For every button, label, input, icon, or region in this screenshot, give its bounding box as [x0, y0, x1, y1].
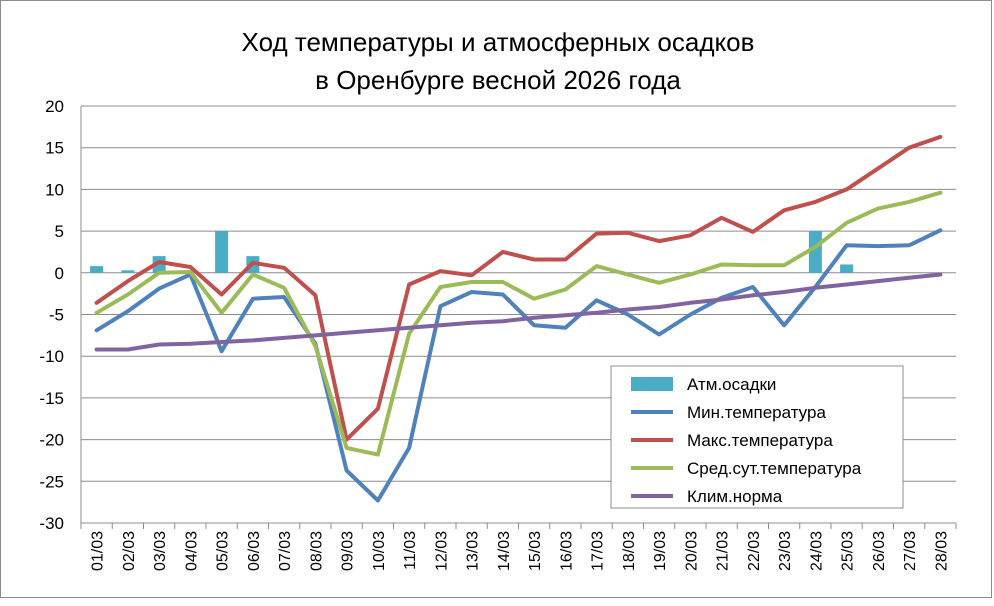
precipitation-bar [152, 256, 166, 273]
precipitation-bar [121, 270, 135, 273]
legend-label: Клим.норма [687, 487, 783, 506]
x-tick-label: 02/03 [121, 531, 138, 571]
series-line [94, 272, 943, 352]
chart-title-line2: в Оренбурге весной 2026 года [315, 65, 681, 95]
x-tick-label: 27/03 [902, 531, 919, 571]
precipitation-bar [840, 264, 854, 273]
x-tick-label: 01/03 [90, 531, 107, 571]
y-tick-label: -5 [49, 306, 64, 325]
x-tick-label: 11/03 [402, 531, 419, 570]
y-tick-label: -30 [39, 514, 64, 533]
x-tick-label: 05/03 [215, 531, 232, 571]
legend-label: Мин.температура [687, 403, 826, 422]
y-tick-label: -25 [39, 472, 64, 491]
precipitation-bar [808, 231, 822, 273]
y-tick-label: 5 [55, 222, 64, 241]
x-tick-label: 14/03 [496, 531, 513, 571]
y-tick-label: -20 [39, 431, 64, 450]
precipitation-bar [90, 266, 104, 273]
y-tick-label: -10 [39, 347, 64, 366]
legend-label: Макс.температура [687, 431, 833, 450]
x-tick-label: 28/03 [933, 531, 950, 571]
x-tick-label: 21/03 [715, 531, 732, 571]
x-tick-label: 25/03 [840, 531, 857, 571]
y-tick-label: 15 [45, 139, 64, 158]
x-tick-label: 15/03 [527, 531, 544, 571]
x-tick-label: 24/03 [808, 531, 825, 571]
legend: Атм.осадки Мин.температура Макс.температур… [610, 365, 904, 509]
x-tick-label: 04/03 [183, 531, 200, 571]
x-tick-label: 23/03 [777, 531, 794, 571]
x-tick-label: 26/03 [871, 531, 888, 571]
legend-label: Атм.осадки [687, 375, 776, 394]
y-tick-label: 20 [45, 97, 64, 116]
x-tick-label: 16/03 [558, 531, 575, 571]
x-tick-label: 03/03 [152, 531, 169, 571]
series-line [94, 228, 943, 503]
x-tick-label: 17/03 [590, 531, 607, 571]
chart-title-line1: Ход температуры и атмосферных осадков [242, 27, 755, 57]
x-tick-label: 18/03 [621, 531, 638, 571]
x-tick-label: 12/03 [433, 531, 450, 571]
precipitation-bar [215, 231, 229, 273]
series-line [94, 190, 943, 457]
x-tick-label: 10/03 [371, 531, 388, 571]
x-tick-label: 06/03 [246, 531, 263, 571]
x-tick-label: 13/03 [465, 531, 482, 571]
x-tick-label: 07/03 [277, 531, 294, 571]
x-tick-label: 22/03 [746, 531, 763, 571]
x-tick-label: 20/03 [683, 531, 700, 571]
x-tick-label: 08/03 [308, 531, 325, 571]
plot-area: 20 15 10 5 0 -5 -10 -15 -20 -25 -30 01/03 02/03 03/03… [39, 97, 957, 571]
legend-label: Сред.сут.температура [687, 459, 862, 478]
y-tick-label: -15 [39, 389, 64, 408]
series-line [94, 134, 943, 442]
y-tick-label: 10 [45, 180, 64, 199]
x-tick-label: 19/03 [652, 531, 669, 571]
x-tick-label: 09/03 [340, 531, 357, 571]
y-tick-label: 0 [55, 264, 64, 283]
legend-swatch [631, 377, 673, 391]
